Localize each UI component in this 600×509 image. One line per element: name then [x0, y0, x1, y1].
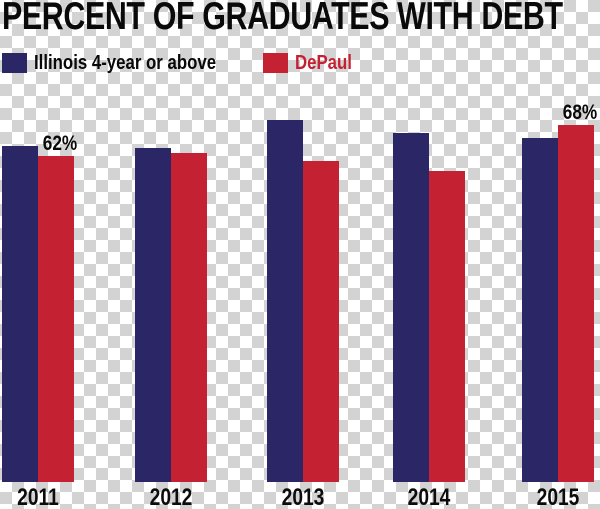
- value-label-depaul-2011: 62%: [42, 132, 78, 155]
- bar-illinois-4-year-or-above-2012: [135, 148, 171, 482]
- legend-label-depaul: DePaul: [295, 51, 352, 74]
- bar-depaul-2012: [171, 153, 207, 482]
- depaul-legend-swatch: [263, 53, 288, 73]
- bar-illinois-4-year-or-above-2015: [522, 138, 558, 482]
- legend-label-illinois: Illinois 4-year or above: [34, 51, 217, 74]
- bar-illinois-4-year-or-above-2013: [267, 120, 303, 482]
- x-axis-label-2012: 2012: [149, 484, 193, 509]
- legend-item-illinois: Illinois 4-year or above: [2, 52, 251, 74]
- value-label-depaul-2015: 68%: [562, 101, 598, 124]
- bar-depaul-2011: [38, 156, 74, 482]
- x-axis-label-2015: 2015: [536, 484, 580, 509]
- illinois-legend-swatch: [2, 53, 27, 73]
- bar-depaul-2015: [558, 125, 594, 482]
- bar-depaul-2013: [303, 161, 339, 482]
- bar-illinois-4-year-or-above-2011: [2, 146, 38, 482]
- legend-item-depaul: DePaul: [263, 52, 363, 74]
- x-axis-label-2014: 2014: [407, 484, 451, 509]
- bar-depaul-2014: [429, 171, 465, 482]
- bar-illinois-4-year-or-above-2014: [393, 133, 429, 482]
- chart-title: PERCENT OF GRADUATES WITH DEBT: [2, 0, 563, 38]
- x-axis-label-2013: 2013: [281, 484, 325, 509]
- x-axis-label-2011: 2011: [17, 484, 59, 509]
